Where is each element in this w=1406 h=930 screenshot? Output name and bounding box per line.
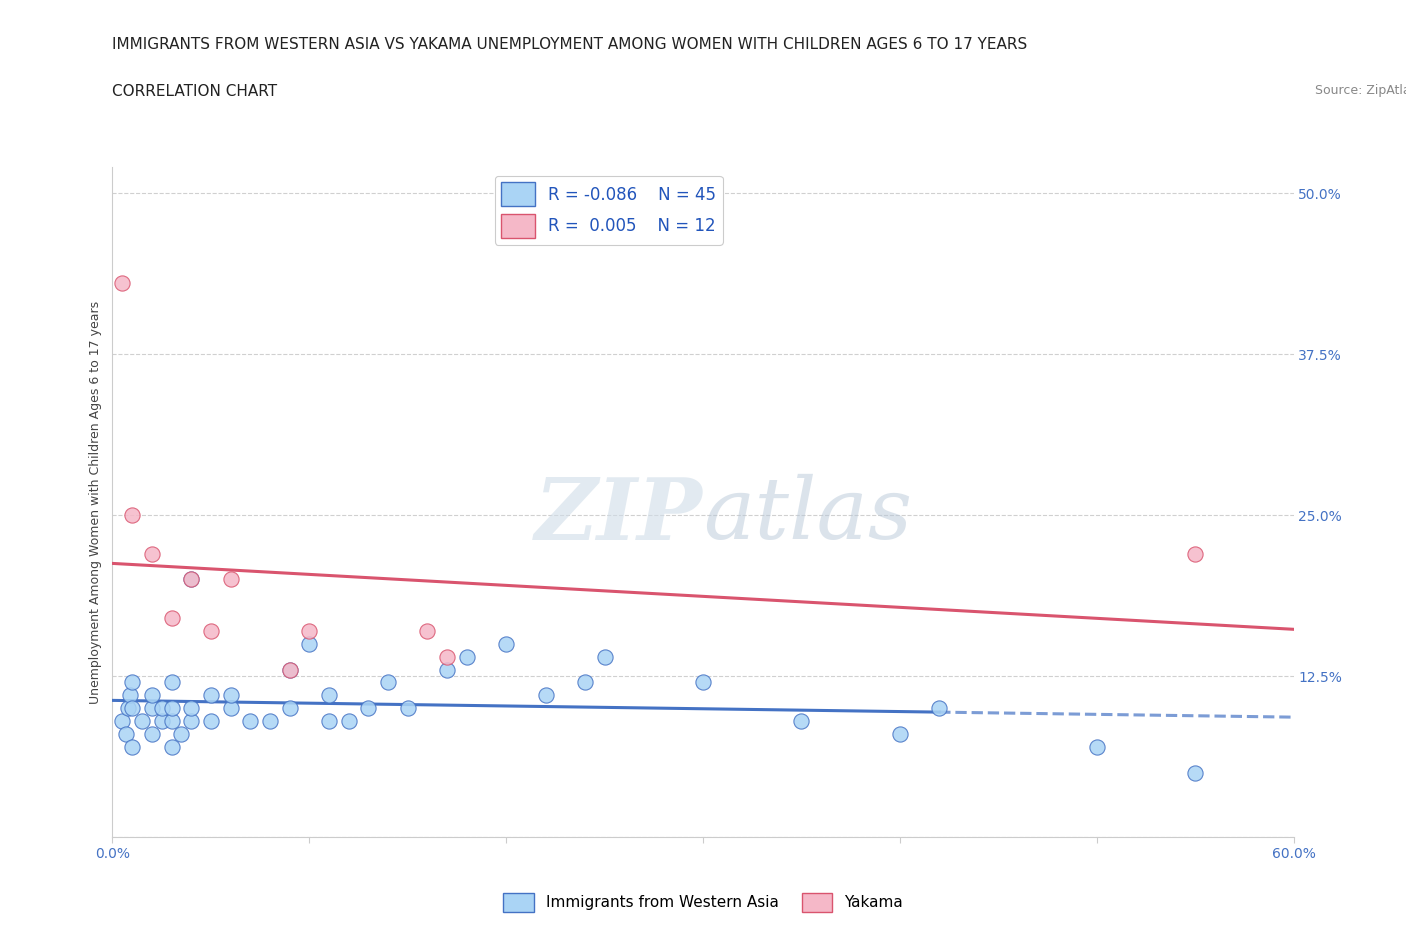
Text: IMMIGRANTS FROM WESTERN ASIA VS YAKAMA UNEMPLOYMENT AMONG WOMEN WITH CHILDREN AG: IMMIGRANTS FROM WESTERN ASIA VS YAKAMA U… bbox=[112, 37, 1028, 52]
Point bbox=[120, 688, 142, 703]
Point bbox=[160, 611, 183, 626]
Point bbox=[111, 713, 134, 728]
Point bbox=[692, 675, 714, 690]
Point bbox=[456, 649, 478, 664]
Point bbox=[1184, 546, 1206, 561]
Point bbox=[278, 662, 301, 677]
Point bbox=[170, 726, 193, 741]
Point bbox=[574, 675, 596, 690]
Point bbox=[180, 572, 202, 587]
Point bbox=[160, 701, 183, 716]
Legend: Immigrants from Western Asia, Yakama: Immigrants from Western Asia, Yakama bbox=[496, 887, 910, 918]
Point bbox=[200, 713, 222, 728]
Point bbox=[219, 701, 242, 716]
Point bbox=[318, 688, 340, 703]
Point bbox=[416, 623, 439, 638]
Point bbox=[889, 726, 911, 741]
Point bbox=[337, 713, 360, 728]
Point bbox=[180, 572, 202, 587]
Point bbox=[150, 701, 173, 716]
Point bbox=[259, 713, 281, 728]
Point bbox=[121, 675, 143, 690]
Point bbox=[219, 688, 242, 703]
Text: Source: ZipAtlas.com: Source: ZipAtlas.com bbox=[1315, 84, 1406, 97]
Point bbox=[180, 713, 202, 728]
Point bbox=[219, 572, 242, 587]
Point bbox=[141, 726, 163, 741]
Point bbox=[141, 701, 163, 716]
Point bbox=[111, 276, 134, 291]
Point bbox=[495, 636, 517, 651]
Point bbox=[141, 688, 163, 703]
Point bbox=[278, 662, 301, 677]
Y-axis label: Unemployment Among Women with Children Ages 6 to 17 years: Unemployment Among Women with Children A… bbox=[89, 300, 103, 704]
Point bbox=[200, 688, 222, 703]
Point bbox=[357, 701, 380, 716]
Text: atlas: atlas bbox=[703, 474, 912, 557]
Point bbox=[160, 739, 183, 754]
Point bbox=[436, 649, 458, 664]
Point bbox=[298, 623, 321, 638]
Point bbox=[121, 508, 143, 523]
Point bbox=[117, 701, 139, 716]
Point bbox=[790, 713, 813, 728]
Text: CORRELATION CHART: CORRELATION CHART bbox=[112, 84, 277, 99]
Point bbox=[141, 546, 163, 561]
Point bbox=[534, 688, 557, 703]
Point bbox=[200, 623, 222, 638]
Point bbox=[377, 675, 399, 690]
Point bbox=[396, 701, 419, 716]
Point bbox=[121, 739, 143, 754]
Point bbox=[298, 636, 321, 651]
Point bbox=[131, 713, 153, 728]
Point bbox=[160, 675, 183, 690]
Text: ZIP: ZIP bbox=[536, 474, 703, 557]
Point bbox=[928, 701, 950, 716]
Point bbox=[121, 701, 143, 716]
Point bbox=[180, 701, 202, 716]
Point bbox=[150, 713, 173, 728]
Point bbox=[436, 662, 458, 677]
Point bbox=[239, 713, 262, 728]
Point bbox=[278, 701, 301, 716]
Point bbox=[593, 649, 616, 664]
Point bbox=[1184, 765, 1206, 780]
Point bbox=[160, 713, 183, 728]
Point bbox=[318, 713, 340, 728]
Point bbox=[1085, 739, 1108, 754]
Legend: R = -0.086    N = 45, R =  0.005    N = 12: R = -0.086 N = 45, R = 0.005 N = 12 bbox=[495, 176, 723, 245]
Point bbox=[115, 726, 138, 741]
